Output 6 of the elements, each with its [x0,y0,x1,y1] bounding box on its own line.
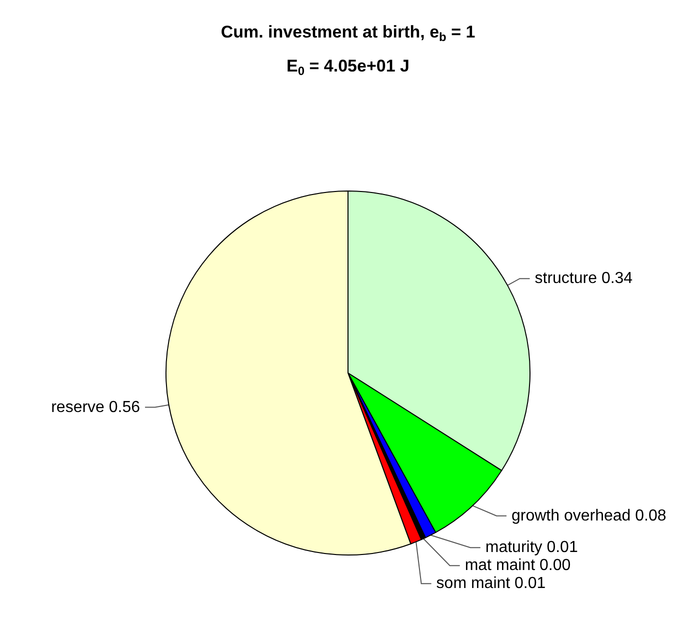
slice-label: mat maint 0.00 [464,557,571,574]
slice-label: reserve 0.56 [51,398,140,416]
slice-label: maturity 0.01 [485,539,578,556]
slice-label: structure 0.34 [534,270,633,288]
slice-label: som maint 0.01 [436,575,546,592]
slice-label: growth overhead 0.08 [511,507,666,524]
